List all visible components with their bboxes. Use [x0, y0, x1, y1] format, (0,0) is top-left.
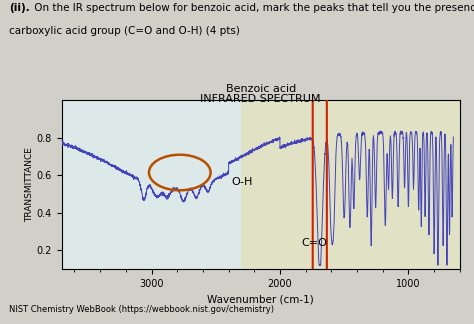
Text: (ii).: (ii). [9, 3, 30, 13]
Y-axis label: TRANSMITTANCE: TRANSMITTANCE [25, 147, 34, 222]
Text: On the IR spectrum below for benzoic acid, mark the peaks that tell you the pres: On the IR spectrum below for benzoic aci… [31, 3, 474, 13]
Bar [241, 100, 460, 269]
Text: NIST Chemistry WebBook (https://webbook.nist.gov/chemistry): NIST Chemistry WebBook (https://webbook.… [9, 305, 274, 314]
Text: INFRARED SPECTRUM: INFRARED SPECTRUM [201, 94, 321, 104]
Text: O-H: O-H [231, 177, 253, 187]
Text: carboxylic acid group (C=O and O-H) (4 pts): carboxylic acid group (C=O and O-H) (4 p… [9, 26, 240, 36]
X-axis label: Wavenumber (cm-1): Wavenumber (cm-1) [207, 294, 314, 304]
Text: Benzoic acid: Benzoic acid [226, 84, 296, 94]
Text: C=O: C=O [302, 237, 328, 248]
